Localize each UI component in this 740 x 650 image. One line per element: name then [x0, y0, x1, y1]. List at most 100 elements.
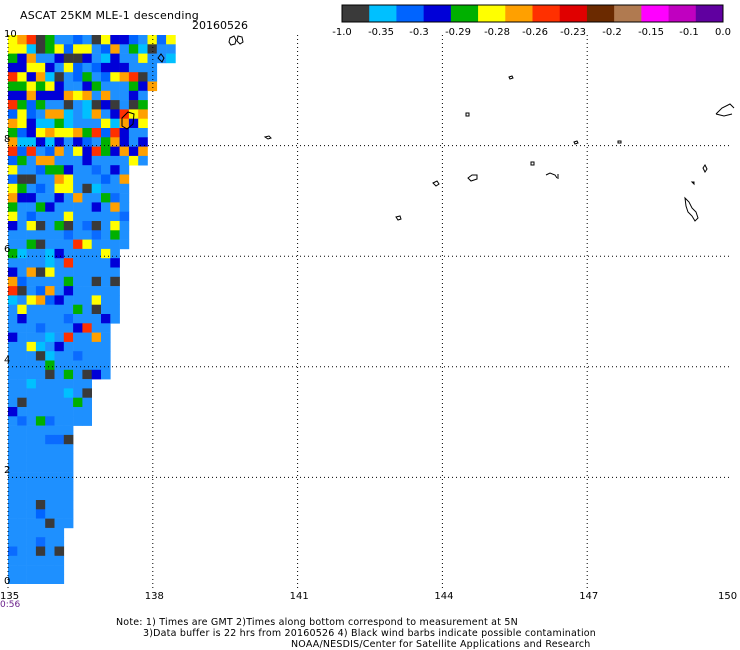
wind-cell [8, 183, 18, 194]
wind-cell [91, 118, 102, 129]
wind-cell [8, 100, 18, 110]
wind-cell [45, 100, 55, 110]
wind-cell [45, 341, 55, 352]
wind-cell [54, 407, 65, 417]
wind-cell [35, 407, 46, 417]
wind-cell [82, 211, 92, 222]
wind-cell [26, 490, 37, 501]
wind-cell [82, 90, 92, 101]
wind-cell [119, 90, 130, 101]
wind-cell [54, 267, 65, 278]
wind-cell [110, 128, 120, 138]
wind-cell [45, 509, 55, 519]
wind-cell [63, 62, 74, 73]
wind-cell [63, 202, 74, 212]
wind-cell [63, 146, 74, 157]
wind-cell [45, 555, 55, 566]
wind-cell [138, 155, 148, 166]
wind-cell [63, 174, 74, 185]
wind-cell [54, 211, 65, 222]
wind-cell [91, 202, 102, 212]
wind-cell [54, 500, 65, 510]
wind-cell [91, 128, 102, 138]
wind-cell [73, 193, 83, 203]
wind-cell [35, 518, 46, 529]
wind-cell [54, 574, 65, 584]
wind-cell [73, 416, 83, 426]
wind-cell [82, 109, 92, 119]
wind-cell [45, 314, 55, 324]
wind-cell [110, 183, 120, 194]
wind-cell [63, 128, 74, 138]
wind-cell [54, 351, 65, 361]
wind-cell [8, 546, 18, 557]
wind-cell [101, 44, 111, 54]
wind-cell [63, 509, 74, 519]
wind-cell [82, 174, 92, 185]
wind-cell [91, 35, 102, 45]
wind-cell [8, 193, 18, 203]
wind-cell [8, 481, 18, 491]
wind-cell [73, 341, 83, 352]
wind-cell [26, 518, 37, 529]
wind-cell [17, 453, 27, 464]
wind-cell [26, 239, 37, 250]
wind-cell [54, 397, 65, 408]
wind-cell [26, 416, 37, 426]
wind-cell [82, 267, 92, 278]
colorbar-label: -0.29 [445, 27, 471, 38]
colorbar-label: -0.3 [409, 27, 429, 38]
wind-cell [54, 128, 65, 138]
wind-cell [73, 118, 83, 129]
wind-cell [138, 35, 148, 45]
wind-cell [73, 90, 83, 101]
wind-cell [128, 62, 139, 73]
wind-cell [35, 155, 46, 166]
wind-cell [8, 314, 18, 324]
wind-cell [45, 109, 55, 119]
wind-cell [35, 537, 46, 547]
wind-cell [17, 221, 27, 231]
wind-cell [91, 341, 102, 352]
pass-time: 0:56 [0, 600, 21, 610]
wind-cell [8, 146, 18, 157]
wind-cell [17, 472, 27, 482]
wind-cell [63, 35, 74, 45]
wind-cell [63, 258, 74, 268]
wind-cell [54, 276, 65, 287]
wind-cell [73, 388, 83, 398]
wind-cell [110, 174, 120, 185]
wind-cells [8, 35, 176, 584]
wind-cell [82, 323, 92, 333]
wind-cell [26, 193, 37, 203]
wind-cell [26, 202, 37, 212]
wind-cell [101, 183, 111, 194]
wind-cell [26, 574, 37, 584]
wind-cell [26, 407, 37, 417]
wind-cell [17, 118, 27, 129]
wind-cell [101, 286, 111, 296]
wind-cell [26, 351, 37, 361]
wind-cell [54, 118, 65, 129]
wind-cell [110, 118, 120, 129]
wind-cell [63, 276, 74, 287]
wind-cell [35, 341, 46, 352]
note-line-2: 3)Data buffer is 22 hrs from 20160526 4)… [143, 628, 597, 639]
wind-cell [110, 62, 120, 73]
wind-cell [35, 35, 46, 45]
wind-cell [45, 472, 55, 482]
wind-cell [91, 72, 102, 82]
wind-cell [119, 211, 130, 222]
wind-cell [54, 304, 65, 315]
wind-cell [17, 341, 27, 352]
wind-cell [91, 137, 102, 147]
wind-cell [54, 193, 65, 203]
island-outline [530, 161, 535, 166]
wind-cell [54, 453, 65, 464]
wind-cell [119, 155, 130, 166]
wind-cell [35, 100, 46, 110]
wind-cell [35, 500, 46, 510]
wind-cell [91, 230, 102, 240]
wind-cell [45, 351, 55, 361]
wind-cell [8, 35, 18, 45]
